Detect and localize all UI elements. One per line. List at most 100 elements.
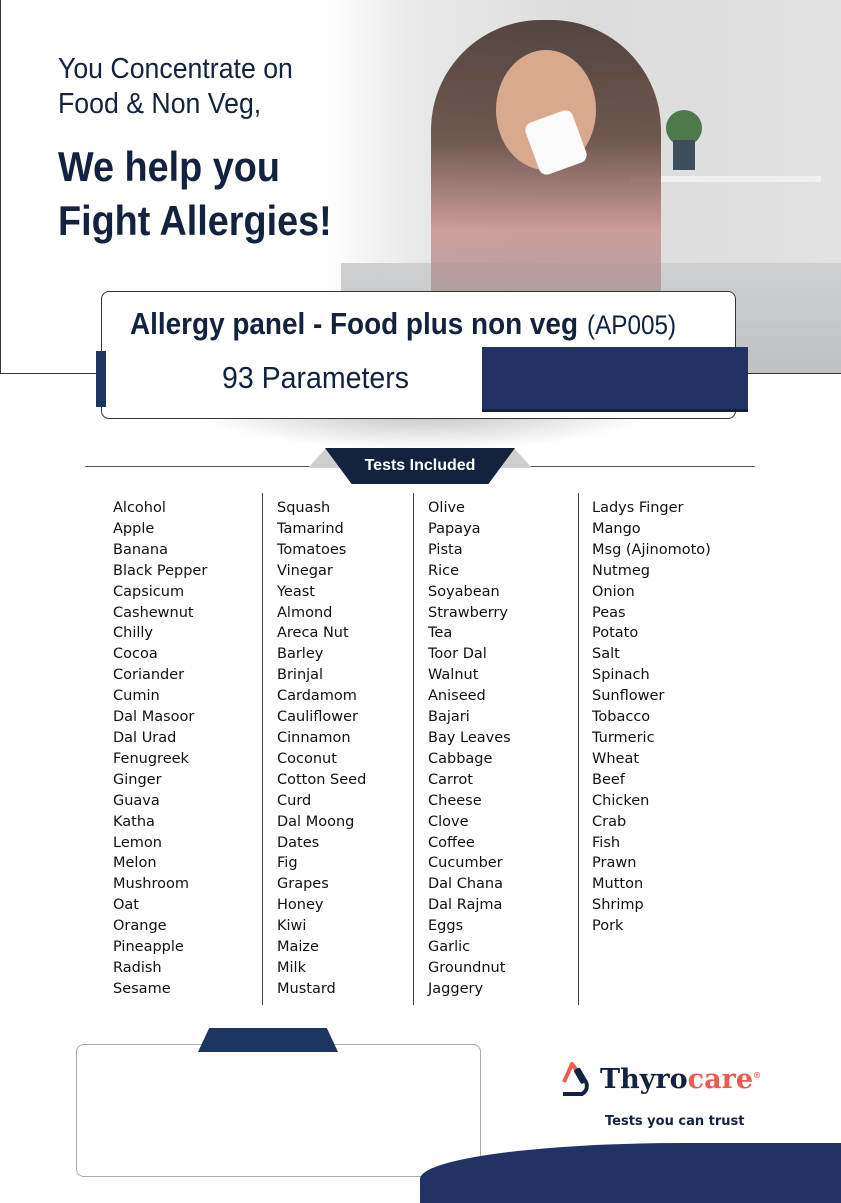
test-item: Shrimp xyxy=(592,897,644,914)
test-item: Melon xyxy=(113,855,157,872)
test-item: Pista xyxy=(428,541,463,558)
address-box-tab xyxy=(198,1028,338,1052)
test-item: Strawberry xyxy=(428,604,508,621)
test-item: Chilly xyxy=(113,625,153,642)
test-item: Bajari xyxy=(428,709,470,726)
test-item: Sesame xyxy=(113,980,171,997)
test-item: Dal Moong xyxy=(277,813,355,830)
panel-accent-box xyxy=(482,347,748,412)
test-item: Almond xyxy=(277,604,333,621)
test-item: Pork xyxy=(592,918,624,935)
test-item: Mustard xyxy=(277,980,336,997)
test-item: Pineapple xyxy=(113,939,184,956)
test-item: Soyabean xyxy=(428,583,500,600)
test-item: Peas xyxy=(592,604,626,621)
test-item: Wheat xyxy=(592,750,640,767)
test-item: Banana xyxy=(113,541,168,558)
test-item: Dal Chana xyxy=(428,876,503,893)
test-item: Tamarind xyxy=(277,520,344,537)
hero-intro: You Concentrate on Food & Non Veg, xyxy=(58,52,293,122)
test-item: Coriander xyxy=(113,667,185,684)
test-item: Brinjal xyxy=(277,667,324,684)
panel-title: Allergy panel - Food plus non veg (AP005) xyxy=(130,306,676,342)
test-item: Fish xyxy=(592,834,621,851)
test-item: Turmeric xyxy=(592,729,655,746)
test-item: Toor Dal xyxy=(428,646,487,663)
test-item: Dal Urad xyxy=(113,729,177,746)
test-item: Kiwi xyxy=(277,918,307,935)
test-item: Grapes xyxy=(277,876,329,893)
brand-name-part1: Thyro xyxy=(600,1063,688,1095)
test-item: Cauliflower xyxy=(277,709,359,726)
test-item: Mushroom xyxy=(113,876,189,893)
test-item: Ginger xyxy=(113,771,162,788)
test-item: Cashewnut xyxy=(113,604,194,621)
test-item: Honey xyxy=(277,897,324,914)
test-item: Radish xyxy=(113,959,162,976)
brand-name-part2: care xyxy=(687,1063,753,1095)
test-item: Barley xyxy=(277,646,324,663)
test-item: Tobacco xyxy=(592,709,651,726)
hero-line-2: Food & Non Veg, xyxy=(58,88,262,120)
panel-accent-left xyxy=(96,351,106,407)
test-item: Guava xyxy=(113,792,160,809)
column-divider xyxy=(578,493,579,1005)
test-item: Maize xyxy=(277,939,319,956)
test-item: Cocoa xyxy=(113,646,158,663)
test-item: Curd xyxy=(277,792,312,809)
test-item: Prawn xyxy=(592,855,637,872)
thyrocare-logo: Thyrocare® xyxy=(560,1060,761,1098)
test-item: Groundnut xyxy=(428,959,506,976)
test-item: Cinnamon xyxy=(277,729,351,746)
test-item: Crab xyxy=(592,813,627,830)
test-item: Dal Masoor xyxy=(113,709,195,726)
test-item: Tea xyxy=(428,625,453,642)
test-item: Mutton xyxy=(592,876,644,893)
test-item: Walnut xyxy=(428,667,479,684)
test-item: Cheese xyxy=(428,792,482,809)
test-item: Ladys Finger xyxy=(592,500,684,516)
test-item: Potato xyxy=(592,625,639,642)
hero-bold-2: Fight Allergies! xyxy=(58,197,332,244)
panel-title-text: Allergy panel - Food plus non veg xyxy=(130,306,578,341)
test-item: Olive xyxy=(428,500,465,516)
test-item: Lemon xyxy=(113,834,162,851)
test-item: Coffee xyxy=(428,834,475,851)
address-box xyxy=(76,1044,481,1177)
test-item: Yeast xyxy=(277,583,315,600)
tests-column: Squash Tamarind Tomatoes Vinegar Yeast Almond… xyxy=(277,498,366,1000)
parameter-count: 93 Parameters xyxy=(222,360,410,395)
column-divider xyxy=(262,493,263,1005)
tests-column: Ladys Finger Mango Msg (Ajinomoto) Nutmeg On… xyxy=(592,498,711,937)
test-item: Beef xyxy=(592,771,625,788)
test-item: Jaggery xyxy=(428,980,484,997)
test-item: Vinegar xyxy=(277,562,333,579)
test-item: Chicken xyxy=(592,792,650,809)
test-item: Carrot xyxy=(428,771,473,788)
test-item: Salt xyxy=(592,646,620,663)
test-item: Garlic xyxy=(428,939,471,956)
test-item: Rice xyxy=(428,562,459,579)
test-item: Cumin xyxy=(113,688,160,705)
test-item: Mango xyxy=(592,520,641,537)
test-item: Orange xyxy=(113,918,167,935)
test-item: Eggs xyxy=(428,918,464,935)
column-divider xyxy=(413,493,414,1005)
test-item: Sunflower xyxy=(592,688,665,705)
test-item: Oat xyxy=(113,897,139,914)
test-item: Dates xyxy=(277,834,320,851)
test-item: Cabbage xyxy=(428,750,493,767)
test-item: Papaya xyxy=(428,520,481,537)
test-item: Spinach xyxy=(592,667,650,684)
test-item: Fig xyxy=(277,855,298,872)
test-item: Onion xyxy=(592,583,635,600)
test-item: Coconut xyxy=(277,750,337,767)
test-item: Alcohol xyxy=(113,500,166,516)
tests-column: Alcohol Apple Banana Black Pepper Capsicum Ca… xyxy=(113,498,207,1000)
test-item: Cotton Seed xyxy=(277,771,367,788)
test-item: Milk xyxy=(277,959,306,976)
test-item: Clove xyxy=(428,813,469,830)
test-item: Aniseed xyxy=(428,688,486,705)
tests-column: Olive Papaya Pista Rice Soyabean Strawberry Te… xyxy=(428,498,511,1000)
hero-headline: We help you Fight Allergies! xyxy=(58,140,332,248)
